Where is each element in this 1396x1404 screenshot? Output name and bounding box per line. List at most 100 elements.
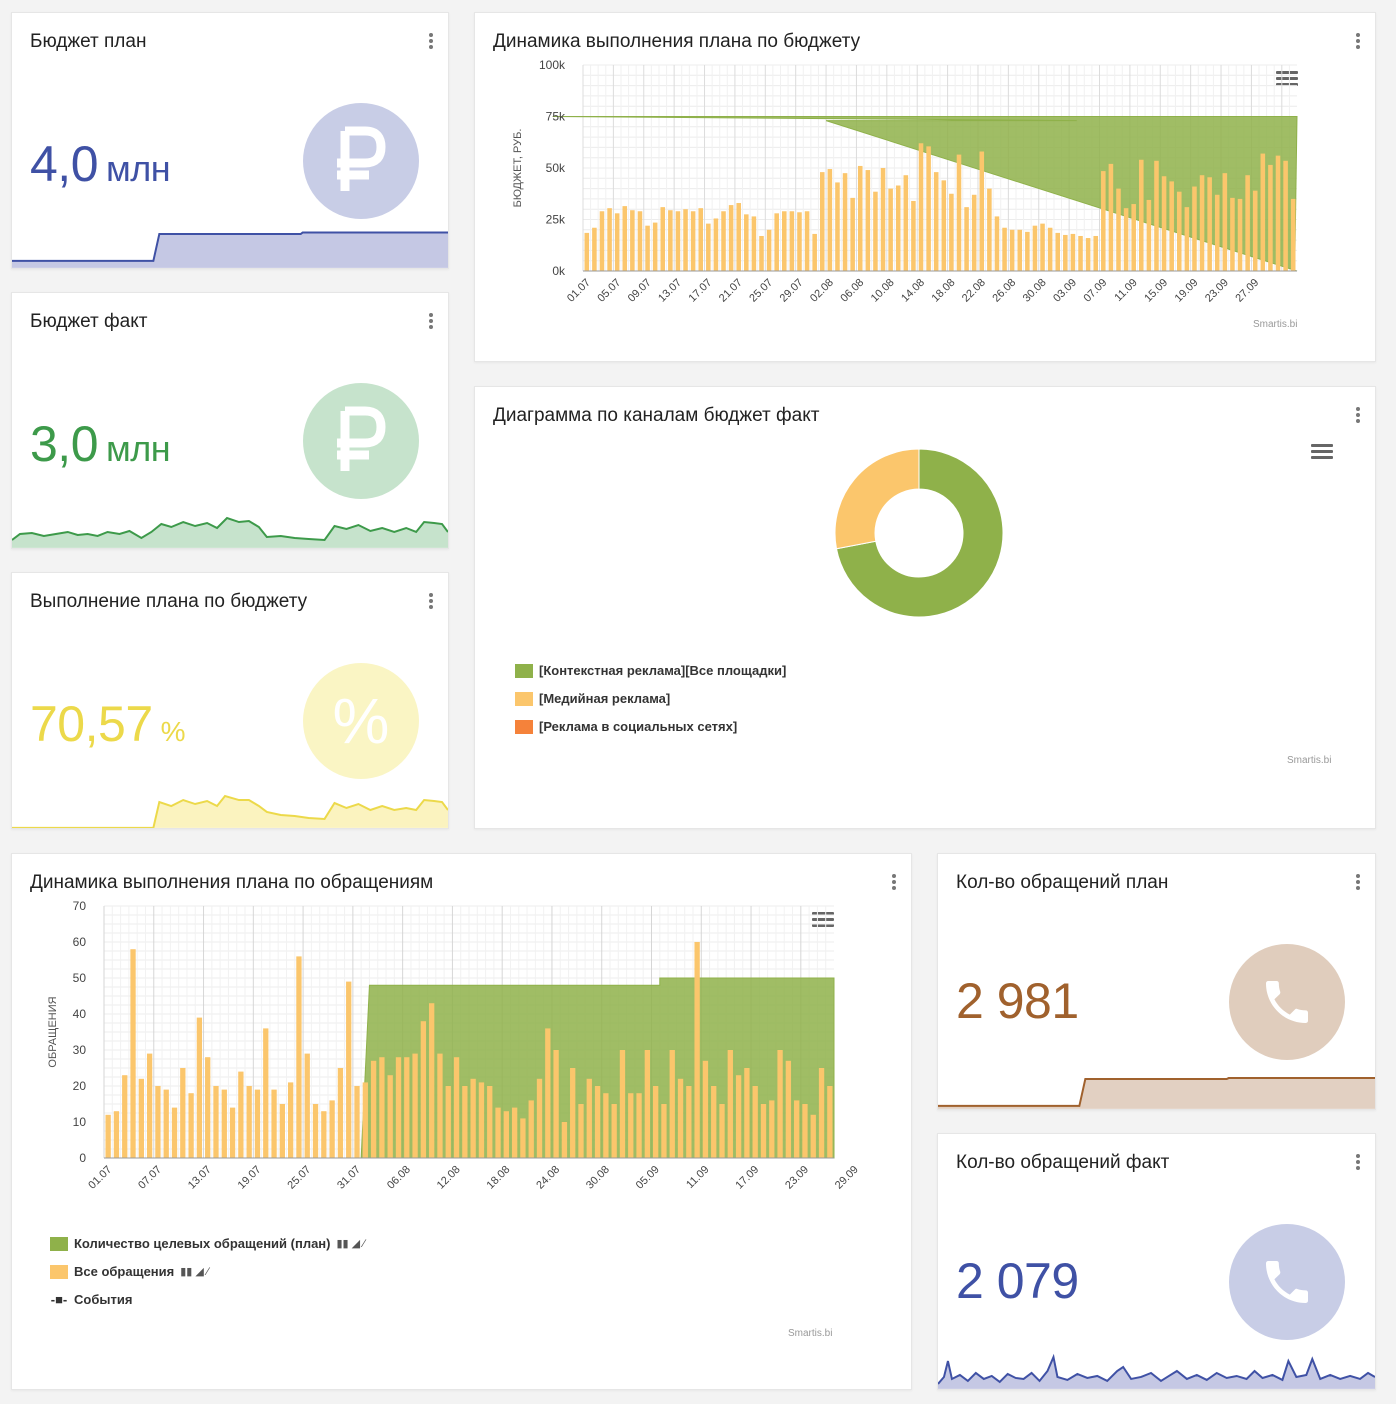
bar	[880, 168, 886, 271]
leads-dynamics-card: Динамика выполнения плана по обращениям …	[11, 853, 912, 1390]
more-options-icon[interactable]	[1355, 1154, 1361, 1172]
card-title: Бюджет факт	[30, 311, 148, 332]
legend-item-events[interactable]: -■- События	[50, 1292, 133, 1307]
x-tick-label: 19.09	[1173, 277, 1201, 305]
x-tick-label: 29.09	[833, 1164, 861, 1192]
x-tick-label: 10.08	[869, 277, 897, 305]
bar	[263, 1028, 269, 1158]
y-tick-label: 10	[73, 1115, 87, 1129]
more-options-icon[interactable]	[891, 874, 897, 892]
bar	[1085, 238, 1091, 271]
bar	[429, 1003, 435, 1158]
bar	[1176, 191, 1182, 271]
legend-item-plan[interactable]: Количество целевых обращений (план) ▮▮ ◢ …	[50, 1236, 365, 1251]
bar	[1123, 208, 1129, 271]
bar	[1131, 204, 1136, 271]
kpi-number: 3,0	[30, 416, 99, 472]
y-tick-label: 50k	[546, 161, 566, 175]
x-tick-label: 15.09	[1142, 277, 1170, 305]
kpi-unit: млн	[106, 148, 171, 189]
bar	[453, 1057, 460, 1158]
x-tick-label: 12.08	[435, 1164, 463, 1192]
bar	[1078, 235, 1083, 271]
bar	[603, 1093, 609, 1158]
bar	[362, 1082, 368, 1158]
bar	[1093, 235, 1098, 271]
x-tick-label: 18.08	[930, 277, 958, 305]
plan-area	[104, 977, 835, 1159]
legend-label: [Реклама в социальных сетях]	[539, 719, 738, 734]
bar	[819, 172, 825, 271]
kpi-value: 3,0 млн	[30, 415, 171, 473]
bar	[1032, 225, 1038, 271]
bar	[1154, 160, 1159, 271]
bar	[1108, 163, 1114, 271]
more-options-icon[interactable]	[1355, 407, 1361, 425]
bar	[873, 191, 878, 271]
legend-item-social[interactable]: [Реклама в социальных сетях]	[515, 719, 737, 734]
bar	[812, 233, 817, 271]
bar	[785, 1060, 792, 1158]
bar	[1025, 231, 1030, 271]
bar	[1245, 175, 1250, 271]
events-line-icon: -■-	[50, 1292, 68, 1307]
bar	[1063, 234, 1068, 271]
bar	[735, 1075, 742, 1158]
bar	[1139, 159, 1144, 271]
y-tick-label: 25k	[546, 213, 566, 227]
legend-swatch	[50, 1264, 68, 1279]
more-options-icon[interactable]	[428, 33, 434, 51]
bar	[528, 1100, 534, 1158]
budget-plan-card: Бюджет план 4,0 млн	[11, 12, 449, 269]
bar	[777, 1050, 783, 1158]
bar	[304, 1053, 310, 1158]
bar	[702, 1060, 709, 1158]
chart-menu-icon[interactable]	[812, 912, 834, 930]
more-options-icon[interactable]	[428, 593, 434, 611]
x-tick-label: 21.07	[717, 277, 745, 305]
chart-type-icons[interactable]: ▮▮ ◢ ∕	[180, 1266, 209, 1278]
bar	[329, 1100, 335, 1158]
legend-swatch	[515, 663, 533, 678]
bar	[933, 172, 939, 271]
bar	[622, 206, 628, 271]
more-options-icon[interactable]	[1355, 33, 1361, 51]
x-tick-label: 23.09	[1203, 277, 1231, 305]
bar	[994, 216, 1000, 271]
bar	[146, 1053, 153, 1158]
y-tick-label: 30	[73, 1043, 87, 1057]
chart-type-icons[interactable]: ▮▮ ◢ ∕	[336, 1238, 366, 1250]
chart-menu-icon[interactable]	[1276, 71, 1298, 89]
bar	[721, 211, 726, 271]
bar	[857, 165, 863, 271]
bar	[445, 1086, 451, 1158]
y-tick-label: 60	[73, 935, 87, 949]
x-tick-label: 05.09	[634, 1164, 662, 1192]
y-tick-label: 70	[73, 899, 87, 913]
legend-item-media[interactable]: [Медийная реклама]	[515, 691, 670, 706]
more-options-icon[interactable]	[428, 313, 434, 331]
bar	[122, 1075, 128, 1158]
bar	[1070, 233, 1076, 271]
bar	[1192, 186, 1197, 271]
bar	[628, 1093, 634, 1158]
bar	[520, 1118, 526, 1158]
channels-card: Диаграмма по каналам бюджет факт [Контек…	[474, 386, 1376, 829]
bar	[163, 1089, 169, 1158]
bar	[751, 216, 757, 271]
bar	[1161, 176, 1167, 271]
more-options-icon[interactable]	[1355, 874, 1361, 892]
bar	[561, 1122, 568, 1158]
bar	[229, 1107, 236, 1158]
bar	[130, 949, 136, 1158]
bar	[470, 1078, 476, 1158]
bar	[180, 1068, 186, 1158]
legend-item-all[interactable]: Все обращения ▮▮ ◢ ∕	[50, 1264, 209, 1279]
bar	[941, 180, 947, 271]
card-title: Динамика выполнения плана по обращениям	[30, 872, 434, 893]
legend-item-context[interactable]: [Контекстная реклама][Все площадки]	[515, 663, 786, 678]
x-tick-label: 25.07	[285, 1164, 313, 1192]
card-title: Кол-во обращений факт	[956, 1152, 1170, 1173]
bar	[312, 1104, 319, 1158]
chart-menu-icon[interactable]	[1311, 444, 1333, 462]
